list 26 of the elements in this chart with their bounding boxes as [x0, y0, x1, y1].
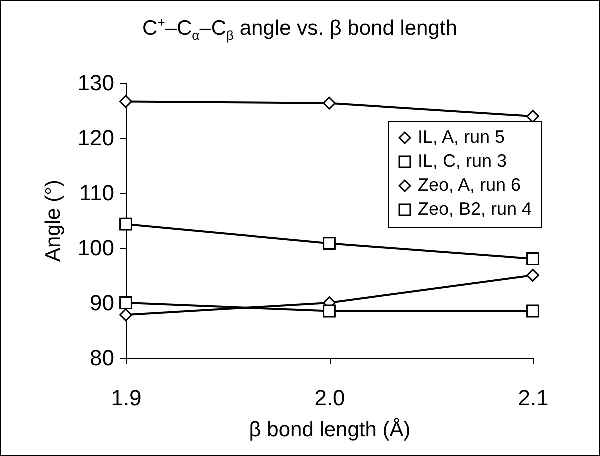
legend-label: IL, A, run 5: [418, 127, 506, 147]
legend-label: Zeo, B2, run 4: [418, 199, 532, 219]
y-tick-label: 90: [90, 290, 114, 316]
x-tick-label: 1.9: [111, 386, 142, 410]
y-tick-label: 80: [90, 346, 114, 370]
point: [120, 308, 132, 322]
y-tick-label: 100: [78, 236, 114, 260]
point: [323, 237, 336, 250]
legend-label: Zeo, A, run 6: [418, 175, 522, 195]
point: [526, 269, 540, 282]
chart-title: C$^{+}$–C$_{α}$–C$_{β}$ angle vs. β bond length: [142, 15, 458, 44]
x-axis-title: β bond length (Å): [249, 418, 411, 442]
y-tick-label: 110: [79, 180, 114, 206]
x-tick-label: 2.0: [314, 386, 346, 410]
point: [526, 252, 540, 266]
point: [323, 96, 336, 110]
y-axis-title: Angle (°): [42, 180, 65, 262]
x-tick-label: 2.1: [518, 386, 549, 410]
legend-label: IL, C, run 3: [418, 151, 508, 171]
point: [120, 296, 132, 310]
point: [120, 218, 132, 231]
y-tick-label: 120: [78, 126, 114, 150]
point: [526, 304, 540, 318]
y-tick-label: 130: [78, 70, 114, 96]
point: [120, 95, 132, 108]
point: [323, 304, 336, 318]
